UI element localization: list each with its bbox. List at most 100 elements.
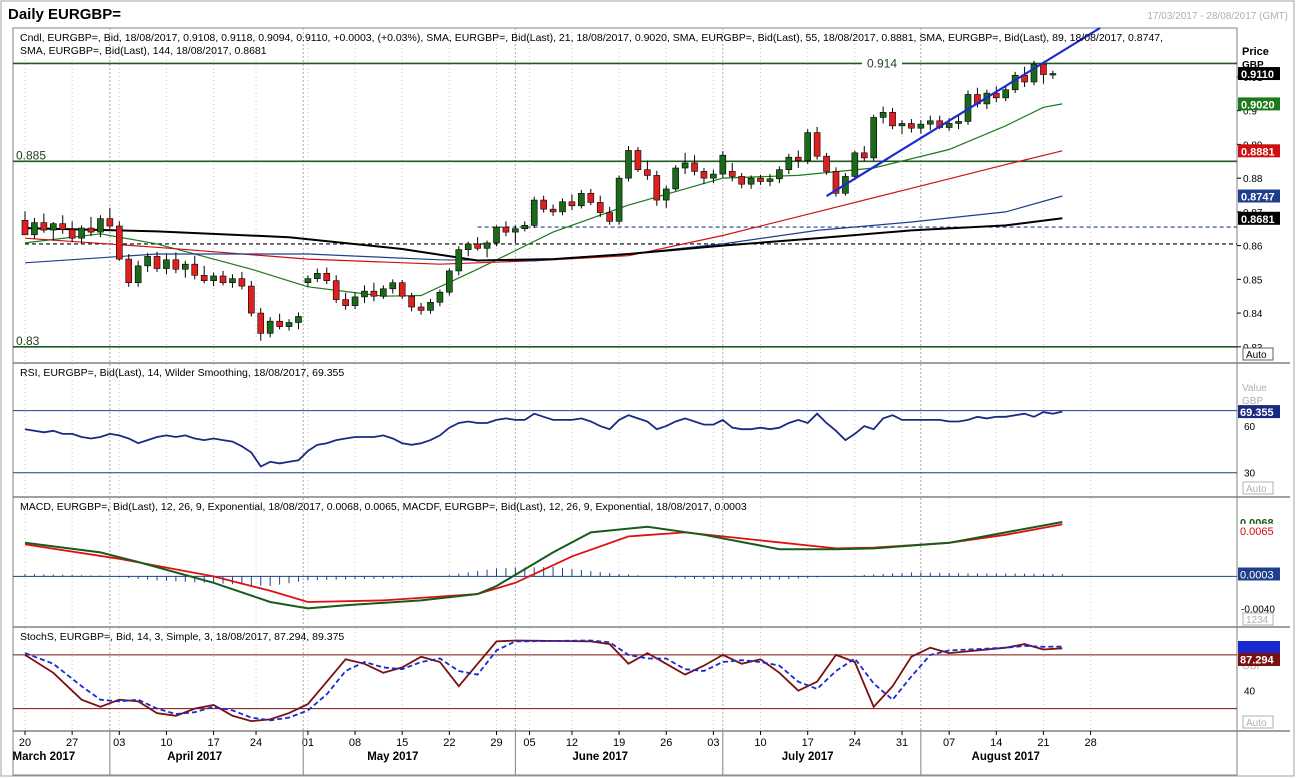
x-tick-label: 10 <box>754 737 766 749</box>
candle-body <box>351 296 359 306</box>
candle-body <box>908 123 915 129</box>
candle-body <box>219 275 227 284</box>
candle <box>813 126 821 160</box>
candle <box>992 86 1000 103</box>
candle <box>455 246 463 276</box>
candle-body <box>578 193 585 207</box>
candle <box>238 271 246 290</box>
candle <box>530 196 538 229</box>
x-tick-label: 01 <box>302 737 314 749</box>
price-tag-bg <box>1238 144 1280 158</box>
candle <box>464 241 472 257</box>
candle <box>832 167 840 197</box>
candle <box>615 175 623 225</box>
x-tick-label: 17 <box>802 737 814 749</box>
sma-line-sma-21 <box>24 103 1063 297</box>
candle-body <box>21 220 29 236</box>
candle-body <box>389 282 397 290</box>
candle-body <box>68 229 76 239</box>
candle <box>134 260 142 287</box>
candle <box>606 206 613 225</box>
candle-body <box>568 201 576 207</box>
candle <box>672 165 679 191</box>
candle <box>719 151 727 178</box>
candle <box>427 298 434 314</box>
x-tick-label: 28 <box>1084 737 1096 749</box>
candle-body <box>106 218 114 227</box>
month-label: March 2017 <box>13 751 76 763</box>
x-tick-label: 24 <box>250 737 262 749</box>
trendline <box>825 27 1101 197</box>
candle-body <box>606 212 613 222</box>
candle <box>578 189 585 209</box>
candle <box>728 162 736 182</box>
price-tag-bg <box>1238 189 1280 203</box>
candle <box>210 272 217 287</box>
candle <box>860 146 868 162</box>
candle-body <box>521 225 529 230</box>
candle-body <box>851 152 859 177</box>
candle-body <box>870 117 878 159</box>
candle-body <box>40 222 48 231</box>
candle-body <box>926 120 934 125</box>
price-tick-label: 0.85 <box>1243 275 1263 286</box>
stoch-auto-button <box>1242 715 1274 729</box>
candle <box>926 115 934 131</box>
candle-body <box>172 259 180 270</box>
candle <box>370 282 378 302</box>
month-label: June 2017 <box>572 751 628 763</box>
x-tick-label: 31 <box>896 737 908 749</box>
x-tick-label: 10 <box>160 737 172 749</box>
candle <box>446 268 453 296</box>
candle-body <box>813 132 821 157</box>
stoch-tag-k-label: 87.294 <box>1240 655 1275 667</box>
price-legend-line-1: Cndl, EURGBP=, Bid, 18/08/2017, 0.9108, … <box>20 32 1163 44</box>
candle-body <box>361 290 368 298</box>
price-tick-label: 0.88 <box>1243 174 1263 185</box>
candle-body <box>1002 89 1010 99</box>
candle <box>493 225 500 247</box>
candle-body <box>738 176 745 185</box>
x-tick-label: 17 <box>207 737 219 749</box>
candle <box>106 207 114 229</box>
macd-panel: MACD, EURGBP=, Bid(Last), 12, 26, 9, Exp… <box>13 501 1280 626</box>
candle <box>587 188 595 206</box>
candle-body <box>417 306 425 311</box>
candle-body <box>78 227 85 239</box>
rsi-tag-label: 69.355 <box>1240 407 1274 419</box>
candle-body <box>229 278 236 284</box>
candle-body <box>116 225 123 260</box>
price-tick-label: 0.9 <box>1243 107 1257 118</box>
auto-button-label: Auto <box>1246 350 1267 361</box>
candle-body <box>1040 63 1047 75</box>
candle-body <box>483 242 491 249</box>
candle-body <box>898 123 906 127</box>
candle-body <box>446 270 453 293</box>
stoch-tag-k-bg <box>1238 653 1280 666</box>
x-tick-label: 27 <box>66 737 78 749</box>
candle-body <box>945 123 953 128</box>
price-legend-line-2: SMA, EURGBP=, Bid(Last), 144, 18/08/2017… <box>20 45 267 57</box>
candles <box>21 60 1057 341</box>
macd-tag-label: 0.0003 <box>1240 570 1274 582</box>
candle <box>342 292 349 310</box>
candle-body <box>832 171 840 194</box>
x-tick-label: 08 <box>349 737 361 749</box>
candle-body <box>436 291 444 303</box>
x-tick-label: 03 <box>707 737 719 749</box>
x-tick-label: 03 <box>113 737 125 749</box>
candle-body <box>304 278 312 284</box>
candle-body <box>530 199 538 226</box>
price-tick-label: 0.86 <box>1243 242 1263 253</box>
candle <box>398 280 406 299</box>
candle <box>40 213 48 233</box>
candle-body <box>314 272 321 279</box>
candle <box>314 268 321 283</box>
stoch-auto-label: Auto <box>1246 718 1267 729</box>
candle <box>512 225 519 243</box>
auto-button <box>1242 347 1274 361</box>
candle-body <box>285 322 293 327</box>
